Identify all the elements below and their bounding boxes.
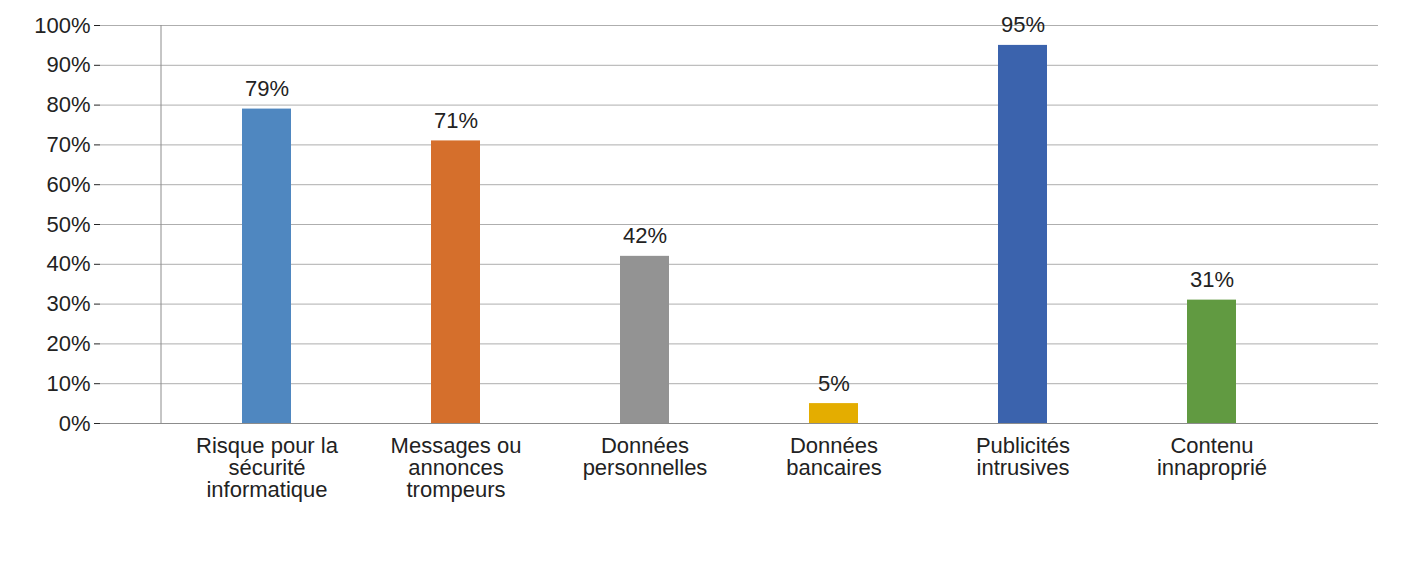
svg-text:70%: 70% [46,132,90,157]
svg-text:95%: 95% [1001,12,1045,37]
svg-text:0%: 0% [59,411,91,436]
svg-text:79%: 79% [245,76,289,101]
svg-text:Donnéespersonnelles: Donnéespersonnelles [583,433,708,480]
svg-text:10%: 10% [46,371,90,396]
svg-text:30%: 30% [46,291,90,316]
svg-text:60%: 60% [46,172,90,197]
svg-text:42%: 42% [623,223,667,248]
svg-text:100%: 100% [34,13,90,38]
svg-text:80%: 80% [46,92,90,117]
svg-text:Donnéesbancaires: Donnéesbancaires [786,433,881,480]
svg-text:5%: 5% [818,371,850,396]
svg-text:Risque pour lasécuritéinformat: Risque pour lasécuritéinformatique [196,433,339,502]
svg-text:31%: 31% [1190,267,1234,292]
svg-text:50%: 50% [46,212,90,237]
svg-text:Contenuinnaproprié: Contenuinnaproprié [1157,433,1267,480]
svg-text:Messages ouannoncestrompeurs: Messages ouannoncestrompeurs [391,433,522,502]
svg-text:Publicitésintrusives: Publicitésintrusives [976,433,1070,480]
svg-text:40%: 40% [46,251,90,276]
svg-text:71%: 71% [434,108,478,133]
svg-text:90%: 90% [46,52,90,77]
svg-text:20%: 20% [46,331,90,356]
